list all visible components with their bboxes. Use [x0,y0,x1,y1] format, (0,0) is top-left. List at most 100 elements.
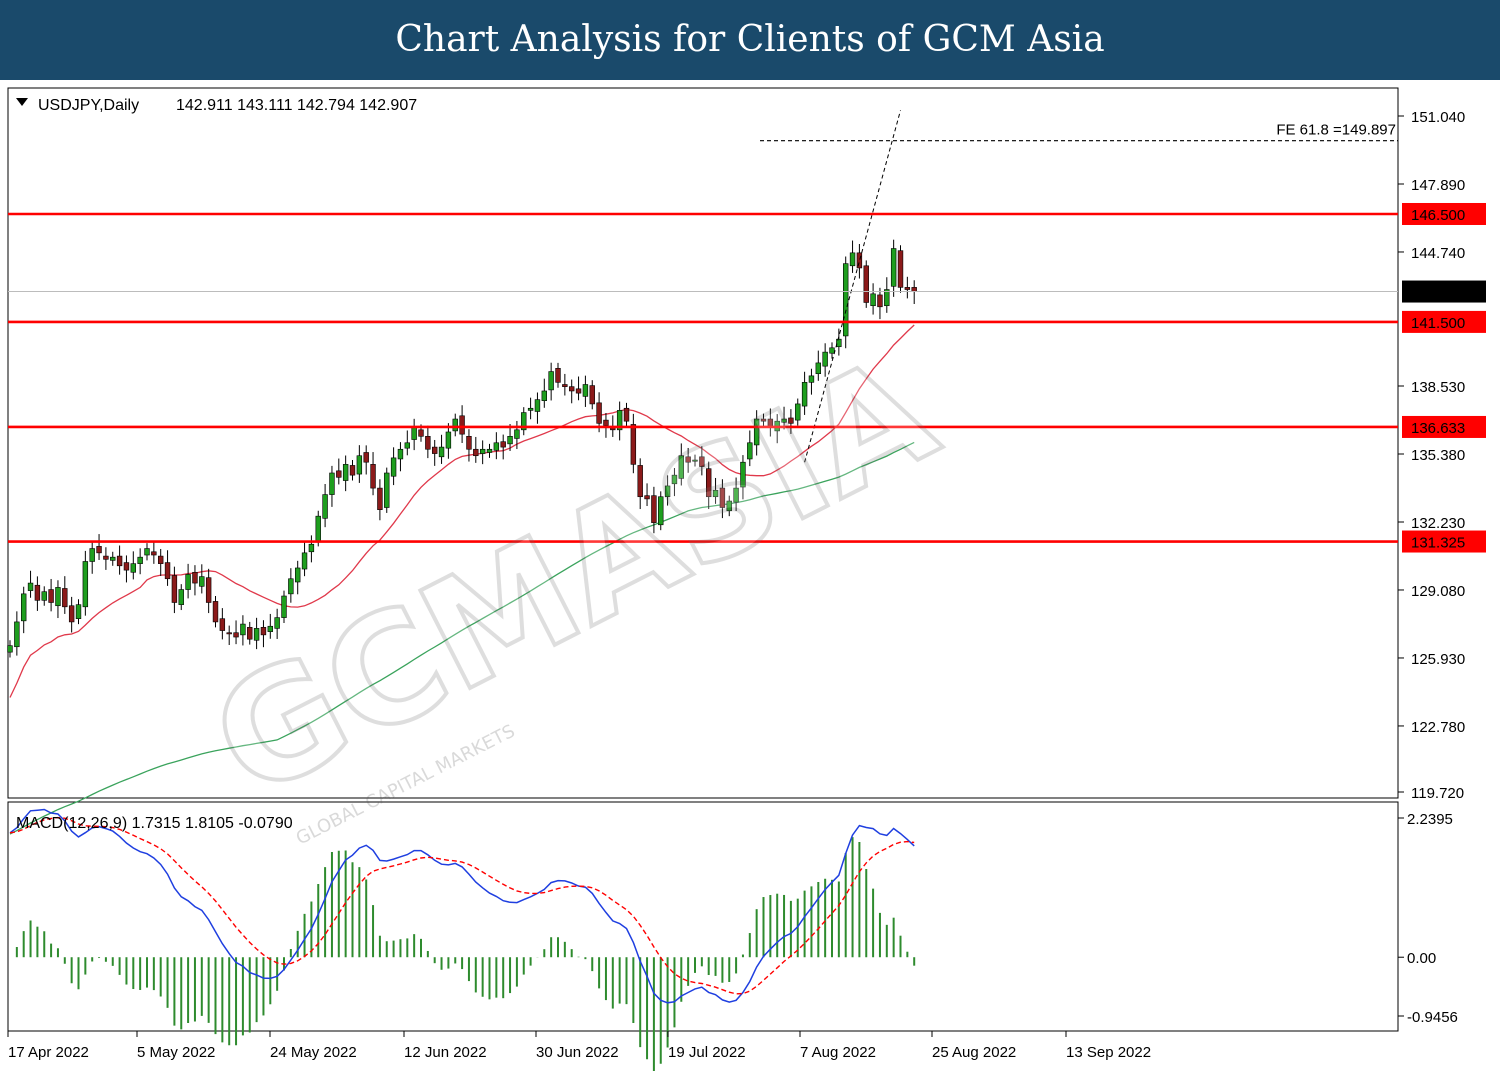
bull-candle [288,578,294,595]
y-tick-label: 151.040 [1411,109,1465,126]
bull-candle [849,252,856,267]
x-tick-label: 25 Aug 2022 [932,1044,1016,1061]
bull-candle [390,457,397,477]
bear-candle [500,441,506,448]
bull-candle [514,429,520,439]
bear-candle [226,632,232,635]
current-price-tag [1402,280,1486,303]
macd-plot [9,808,916,1071]
bear-candle [589,385,595,405]
bull-candle [486,448,493,453]
bull-candle [671,474,678,485]
bull-candle [452,418,458,432]
bull-candle [836,338,842,348]
bear-candle [568,386,575,392]
bull-candle [27,582,34,591]
bull-candle [842,263,849,337]
bear-candle [699,456,705,467]
x-tick-label: 19 Jul 2022 [668,1044,746,1061]
bear-candle [192,571,198,584]
dropdown-triangle-icon[interactable] [16,98,28,106]
bull-candle [342,464,349,481]
fib-label: FE 61.8 =149.897 [1276,122,1396,139]
bull-candle [41,591,47,601]
bull-candle [534,399,541,412]
level-tag [1402,202,1486,225]
bear-candle [897,250,904,288]
bear-candle [116,555,123,567]
bull-candle [14,621,20,648]
bull-candle [726,500,732,512]
bull-candle [747,442,753,460]
bull-candle [829,347,835,354]
y-tick-label: 144.740 [1411,245,1465,262]
bull-candle [7,645,13,653]
bear-candle [247,627,253,640]
axes: 146.500 141.500 136.633 131.325 142.907 151.0… [7,109,1486,1061]
bear-candle [370,464,376,489]
bear-candle [623,407,630,422]
bull-candle [801,382,808,407]
bear-candle [363,452,369,463]
bull-candle [281,595,287,618]
bull-candle [322,494,328,519]
bull-candle [438,446,445,458]
ohlc-values: 142.911 143.111 142.794 142.907 [176,97,417,114]
x-tick-label: 13 Sep 2022 [1066,1044,1151,1061]
bear-candle [904,287,911,290]
bull-candle [870,293,876,307]
bull-candle [144,548,150,556]
bear-candle [630,424,637,465]
bull-candle [75,604,82,619]
bear-candle [644,495,650,500]
bear-candle [459,415,465,435]
bull-candle [815,362,822,375]
bear-candle [425,436,431,450]
y-tick-label: 135.380 [1411,447,1465,464]
bull-candle [356,455,363,475]
bear-candle [123,562,130,571]
bear-candle [788,417,794,424]
bear-candle [863,265,869,303]
title-banner [0,0,1500,80]
bull-candle [274,617,280,629]
bull-candle [692,459,698,462]
bull-candle [384,472,390,508]
y-tick-label: 132.230 [1411,515,1465,532]
chart-header: USDJPY,Daily 142.911 143.111 142.794 142… [16,97,417,832]
bear-candle [48,589,54,603]
bull-candle [199,576,205,587]
y-tick-label: 147.890 [1411,177,1465,194]
bull-candle [137,556,143,564]
bull-candle [541,390,548,401]
bull-candle [616,410,623,431]
bear-candle [96,546,102,554]
bull-candle [178,589,184,605]
y-tick-label: 119.720 [1411,785,1464,802]
bear-candle [349,465,356,476]
macd-y-tick-label: 0.00 [1407,950,1436,967]
bull-candle [267,625,273,632]
bull-candle [397,448,404,460]
level-tag [1402,310,1486,333]
bull-candle [733,487,739,503]
price-panel [7,87,1399,799]
bear-candle [233,632,239,638]
bull-candle [294,567,301,583]
bear-candle [164,562,171,580]
bull-candle [740,461,746,488]
bull-candle [658,496,664,526]
bull-candle [82,561,89,608]
macd-label: MACD(12,26,9) 1.7315 1.8105 -0.0790 [16,815,293,832]
bear-candle [260,627,267,636]
fib-trend-line [804,110,901,463]
bear-candle [575,388,582,394]
bull-candle [445,431,452,449]
bull-candle [753,418,760,446]
bull-candle [20,593,27,622]
x-tick-label: 24 May 2022 [270,1044,357,1061]
x-tick-label: 30 Jun 2022 [536,1044,619,1061]
bear-candle [719,487,726,508]
bear-candle [336,470,342,478]
bear-candle [418,429,424,437]
